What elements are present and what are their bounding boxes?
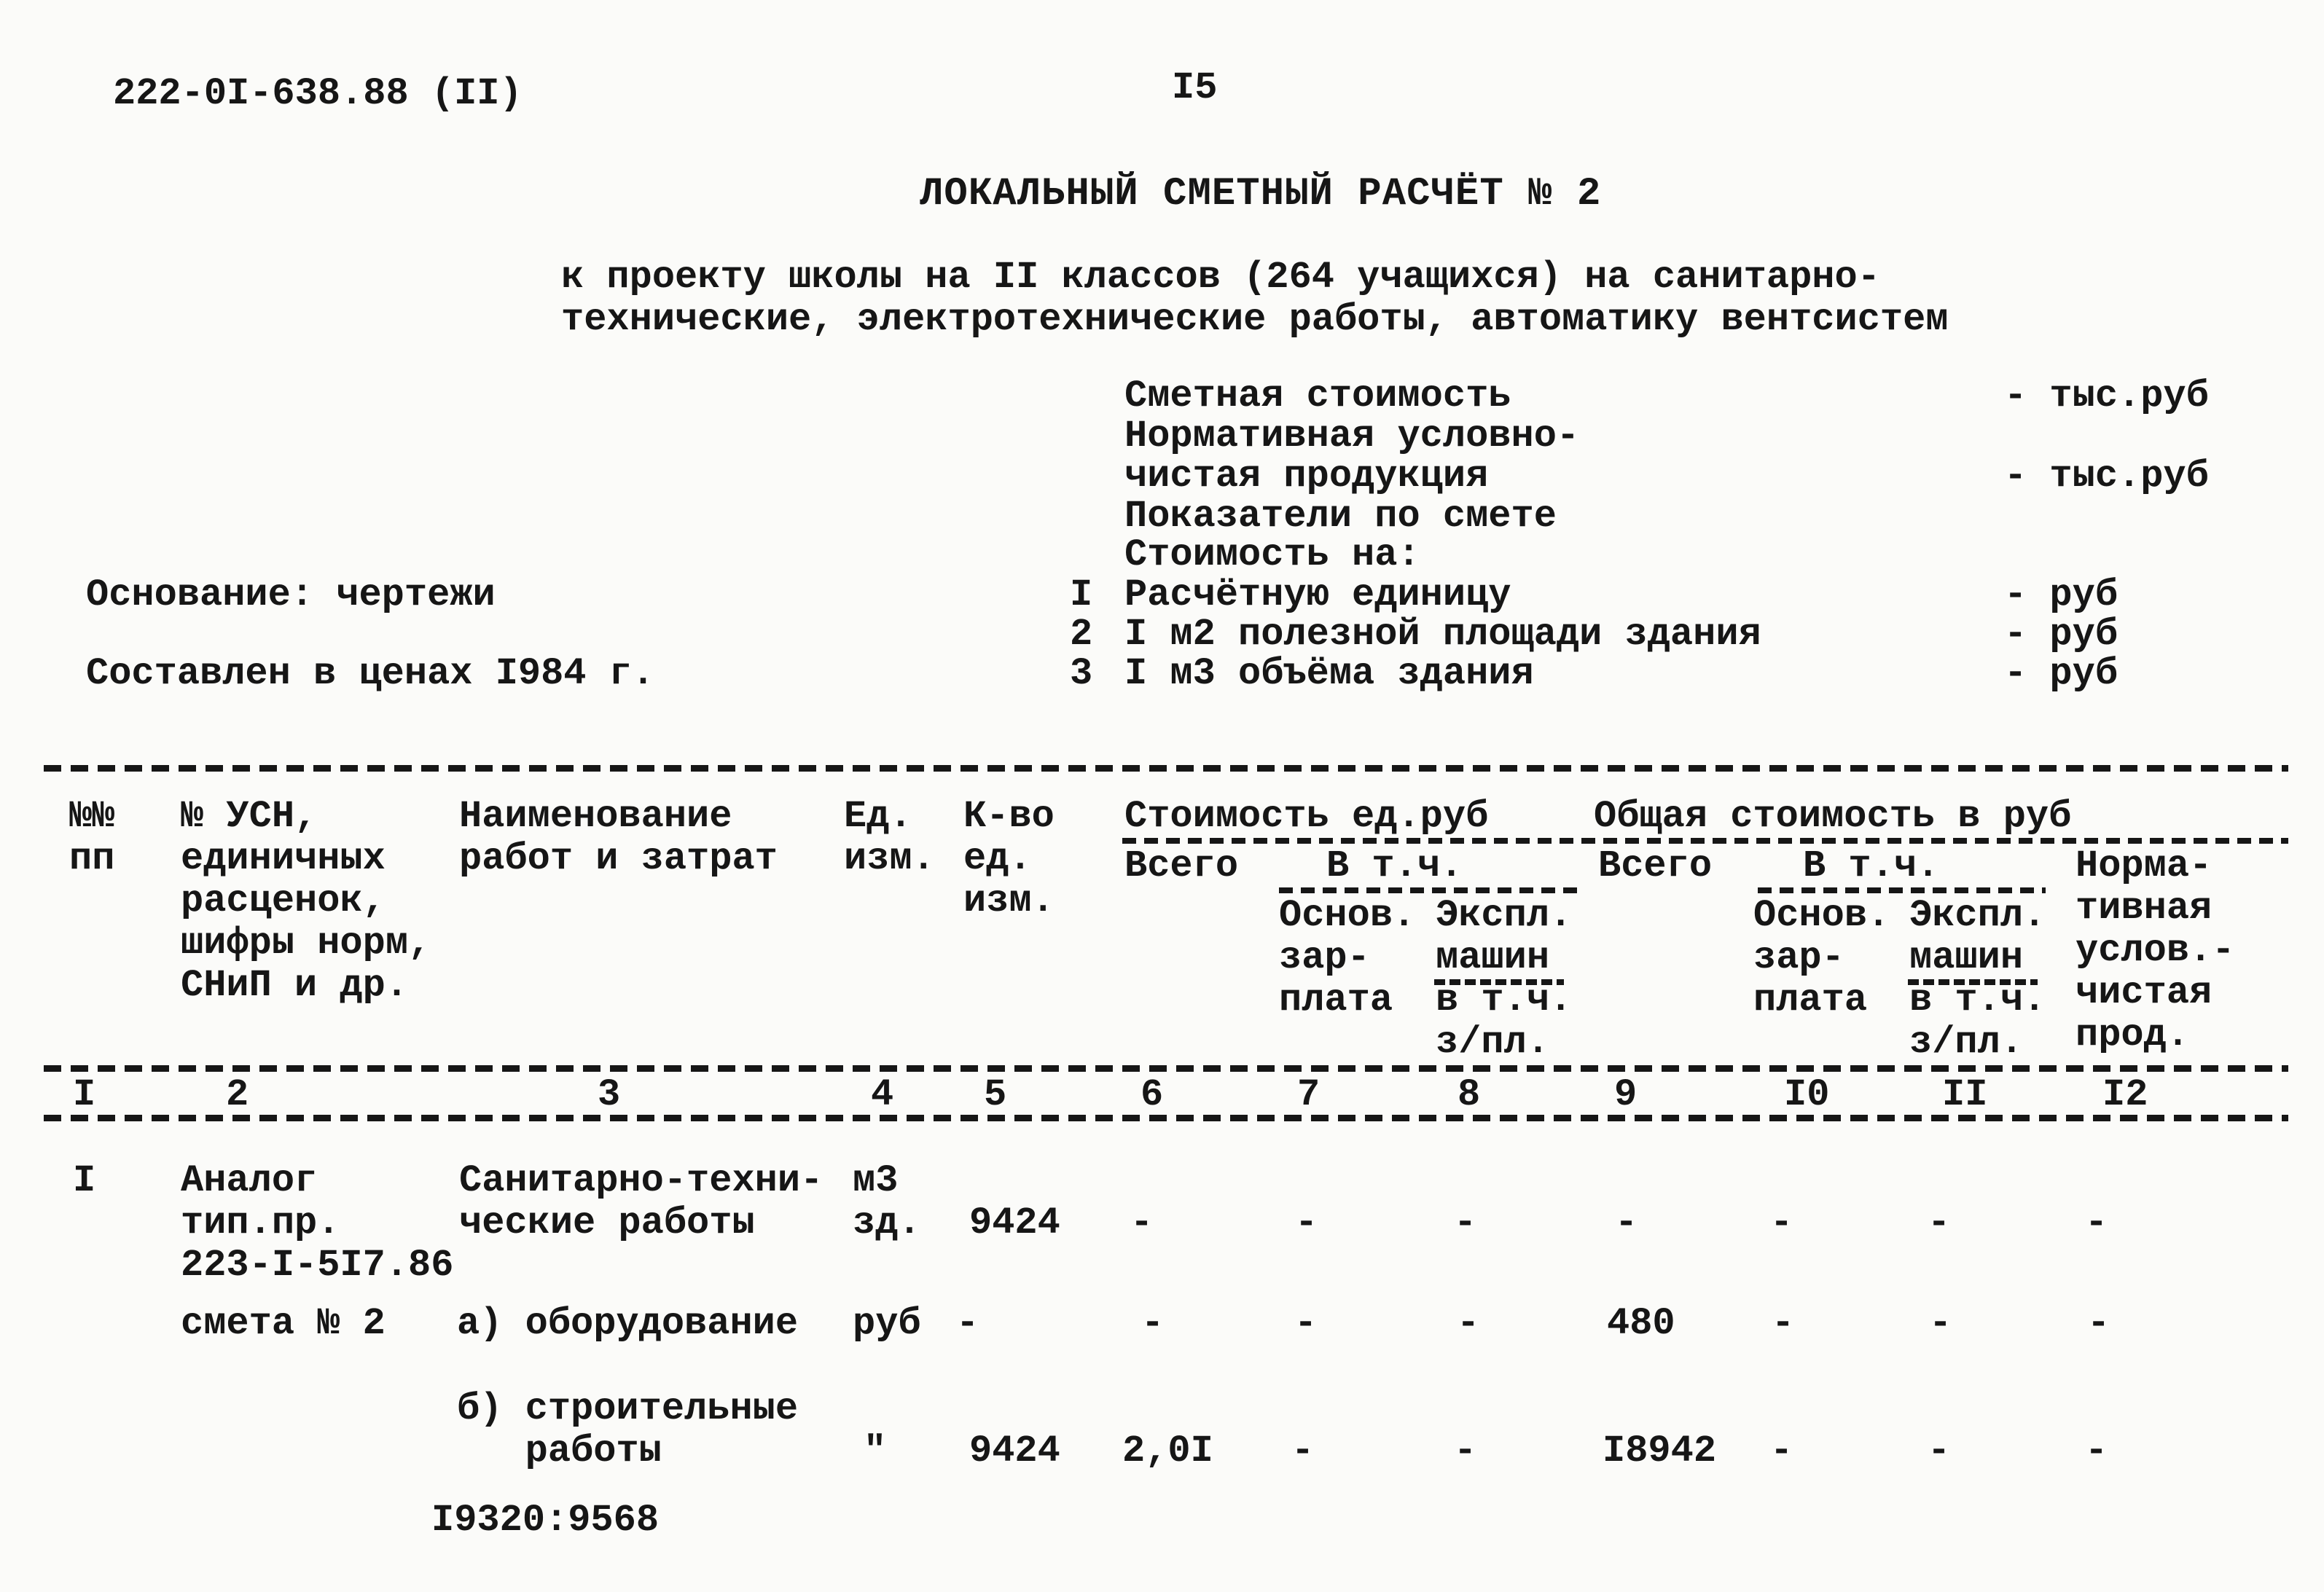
list-item-1-num: I xyxy=(1070,573,1093,616)
row1-code-estimate: смета № 2 xyxy=(181,1302,386,1345)
rowb-unit-ditto: " xyxy=(864,1430,887,1473)
rowa-cell-dash-8: - xyxy=(1457,1302,1480,1345)
rowb-cell-dash-12: - xyxy=(2085,1430,2108,1473)
col-number-2: 2 xyxy=(226,1073,249,1116)
colnum-top-rule xyxy=(44,1065,2288,1072)
row1-qty: 9424 xyxy=(969,1201,1060,1244)
row1-cell-dash-10: - xyxy=(1770,1201,1793,1244)
rowa-cell-dash-7: - xyxy=(1294,1302,1318,1345)
col-number-6: 6 xyxy=(1141,1073,1164,1116)
row1-unit: м3 зд. xyxy=(853,1159,921,1244)
col-number-1: I xyxy=(73,1073,96,1116)
row1-cell-dash-12: - xyxy=(2085,1201,2108,1244)
rowb-cell-dash-7: - xyxy=(1291,1430,1315,1473)
mashin2-underline xyxy=(1908,979,2038,985)
header-vtch-2: В т.ч. xyxy=(1803,844,1940,887)
row1-cell-dash-6: - xyxy=(1130,1201,1154,1244)
footer-calculation: I9320:9568 xyxy=(431,1499,660,1542)
page-number: I5 xyxy=(1172,66,1218,109)
row1-cell-dash-11: - xyxy=(1928,1201,1951,1244)
rowa-cell-dash-5: - xyxy=(956,1302,979,1345)
document-title: ЛОКАЛЬНЫЙ СМЕТНЫЙ РАСЧЁТ № 2 xyxy=(920,172,1602,216)
cost-per-label: Стоимость на: xyxy=(1124,533,1420,576)
row1-work-name: Санитарно-техни- ческие работы xyxy=(459,1159,823,1244)
rowa-work-name: а) оборудование xyxy=(457,1302,799,1345)
col-number-7: 7 xyxy=(1297,1073,1321,1116)
list-item-3-unit: - руб xyxy=(2004,652,2118,695)
list-item-3-num: 3 xyxy=(1070,652,1093,695)
list-item-1-unit: - руб xyxy=(2004,573,2118,616)
list-item-1-label: Расчётную единицу xyxy=(1124,573,1511,616)
normative-label-line2: чистая продукция xyxy=(1124,455,1489,498)
col-number-10: I0 xyxy=(1784,1073,1830,1116)
document-subtitle: к проекту школы на II классов (264 учащи… xyxy=(561,256,1949,341)
rowb-unit-cost: 2,0I xyxy=(1122,1430,1213,1473)
rowa-cell-dash-11: - xyxy=(1929,1302,1952,1345)
rowb-cell-dash-8: - xyxy=(1454,1430,1477,1473)
list-item-2-label: I м2 полезной площади здания xyxy=(1124,613,1761,656)
vtch2-underline xyxy=(1758,887,2046,893)
row1-code: Аналог тип.пр. 223-I-5I7.86 xyxy=(181,1159,454,1287)
header-col-pp: №№ пп xyxy=(69,795,115,880)
col-number-12: I2 xyxy=(2102,1073,2148,1116)
basis-line: Основание: чертежи xyxy=(86,573,496,616)
header-ekspl-1: Экспл. машин в т.ч. з/пл. xyxy=(1436,894,1573,1064)
normative-label-line1: Нормативная условно- xyxy=(1124,415,1580,458)
header-vtch-1: В т.ч. xyxy=(1326,844,1463,887)
rowa-cell-dash-12: - xyxy=(2087,1302,2110,1345)
row1-cell-dash-9: - xyxy=(1615,1201,1638,1244)
document-code: 222-0I-638.88 (II) xyxy=(113,72,523,115)
rowb-cell-dash-11: - xyxy=(1928,1430,1951,1473)
col-number-8: 8 xyxy=(1458,1073,1481,1116)
rowa-cell-dash-6: - xyxy=(1141,1302,1165,1345)
rowb-qty: 9424 xyxy=(969,1430,1060,1473)
row1-number: I xyxy=(73,1159,96,1202)
normative-unit: - тыс.руб xyxy=(2004,455,2209,498)
prices-line: Составлен в ценах I984 г. xyxy=(86,652,655,695)
rowb-work-name: б) строительные работы xyxy=(457,1387,799,1473)
header-osnov-2: Основ. зар- плата xyxy=(1753,894,1890,1022)
list-item-2-num: 2 xyxy=(1070,613,1093,656)
header-col-name: Наименование работ и затрат xyxy=(459,795,778,880)
list-item-3-label: I м3 объёма здания xyxy=(1124,652,1534,695)
row1-cell-dash-8: - xyxy=(1454,1201,1477,1244)
header-col-unit: Ед. изм. xyxy=(844,795,935,880)
col-number-3: 3 xyxy=(598,1073,621,1116)
estimated-cost-unit: - тыс.руб xyxy=(2004,375,2209,417)
rowa-cell-dash-10: - xyxy=(1772,1302,1795,1345)
col-number-5: 5 xyxy=(984,1073,1007,1116)
rowa-total-cost: 480 xyxy=(1607,1302,1675,1345)
cost-groups-underline xyxy=(1122,838,2288,844)
colnum-bottom-rule xyxy=(44,1115,2288,1121)
row1-cell-dash-7: - xyxy=(1295,1201,1318,1244)
header-unit-cost-group: Стоимость ед.руб xyxy=(1124,795,1489,838)
header-col-normative: Норма- тивная услов.- чистая прод. xyxy=(2075,844,2235,1056)
rowa-unit: руб xyxy=(853,1302,921,1345)
rowb-cell-dash-10: - xyxy=(1770,1430,1793,1473)
col-number-11: II xyxy=(1942,1073,1988,1116)
estimated-cost-label: Сметная стоимость xyxy=(1124,375,1511,417)
vtch1-underline xyxy=(1279,887,1585,893)
header-total-cost-group: Общая стоимость в руб xyxy=(1594,795,2072,838)
rowb-total-cost: I8942 xyxy=(1603,1430,1717,1473)
col-number-9: 9 xyxy=(1614,1073,1638,1116)
col-number-4: 4 xyxy=(871,1073,894,1116)
header-col-usn: № УСН, единичных расценок, шифры норм, С… xyxy=(181,795,431,1007)
header-vsego-2: Всего xyxy=(1598,844,1713,887)
mashin1-underline xyxy=(1434,979,1564,985)
header-ekspl-2: Экспл. машин в т.ч. з/пл. xyxy=(1909,894,2046,1064)
list-item-2-unit: - руб xyxy=(2004,613,2118,656)
header-col-qty: К-во ед. изм. xyxy=(963,795,1055,922)
table-top-rule xyxy=(44,765,2288,772)
indicators-label: Показатели по смете xyxy=(1124,495,1557,538)
header-osnov-1: Основ. зар- плата xyxy=(1279,894,1416,1022)
header-vsego-1: Всего xyxy=(1124,844,1239,887)
